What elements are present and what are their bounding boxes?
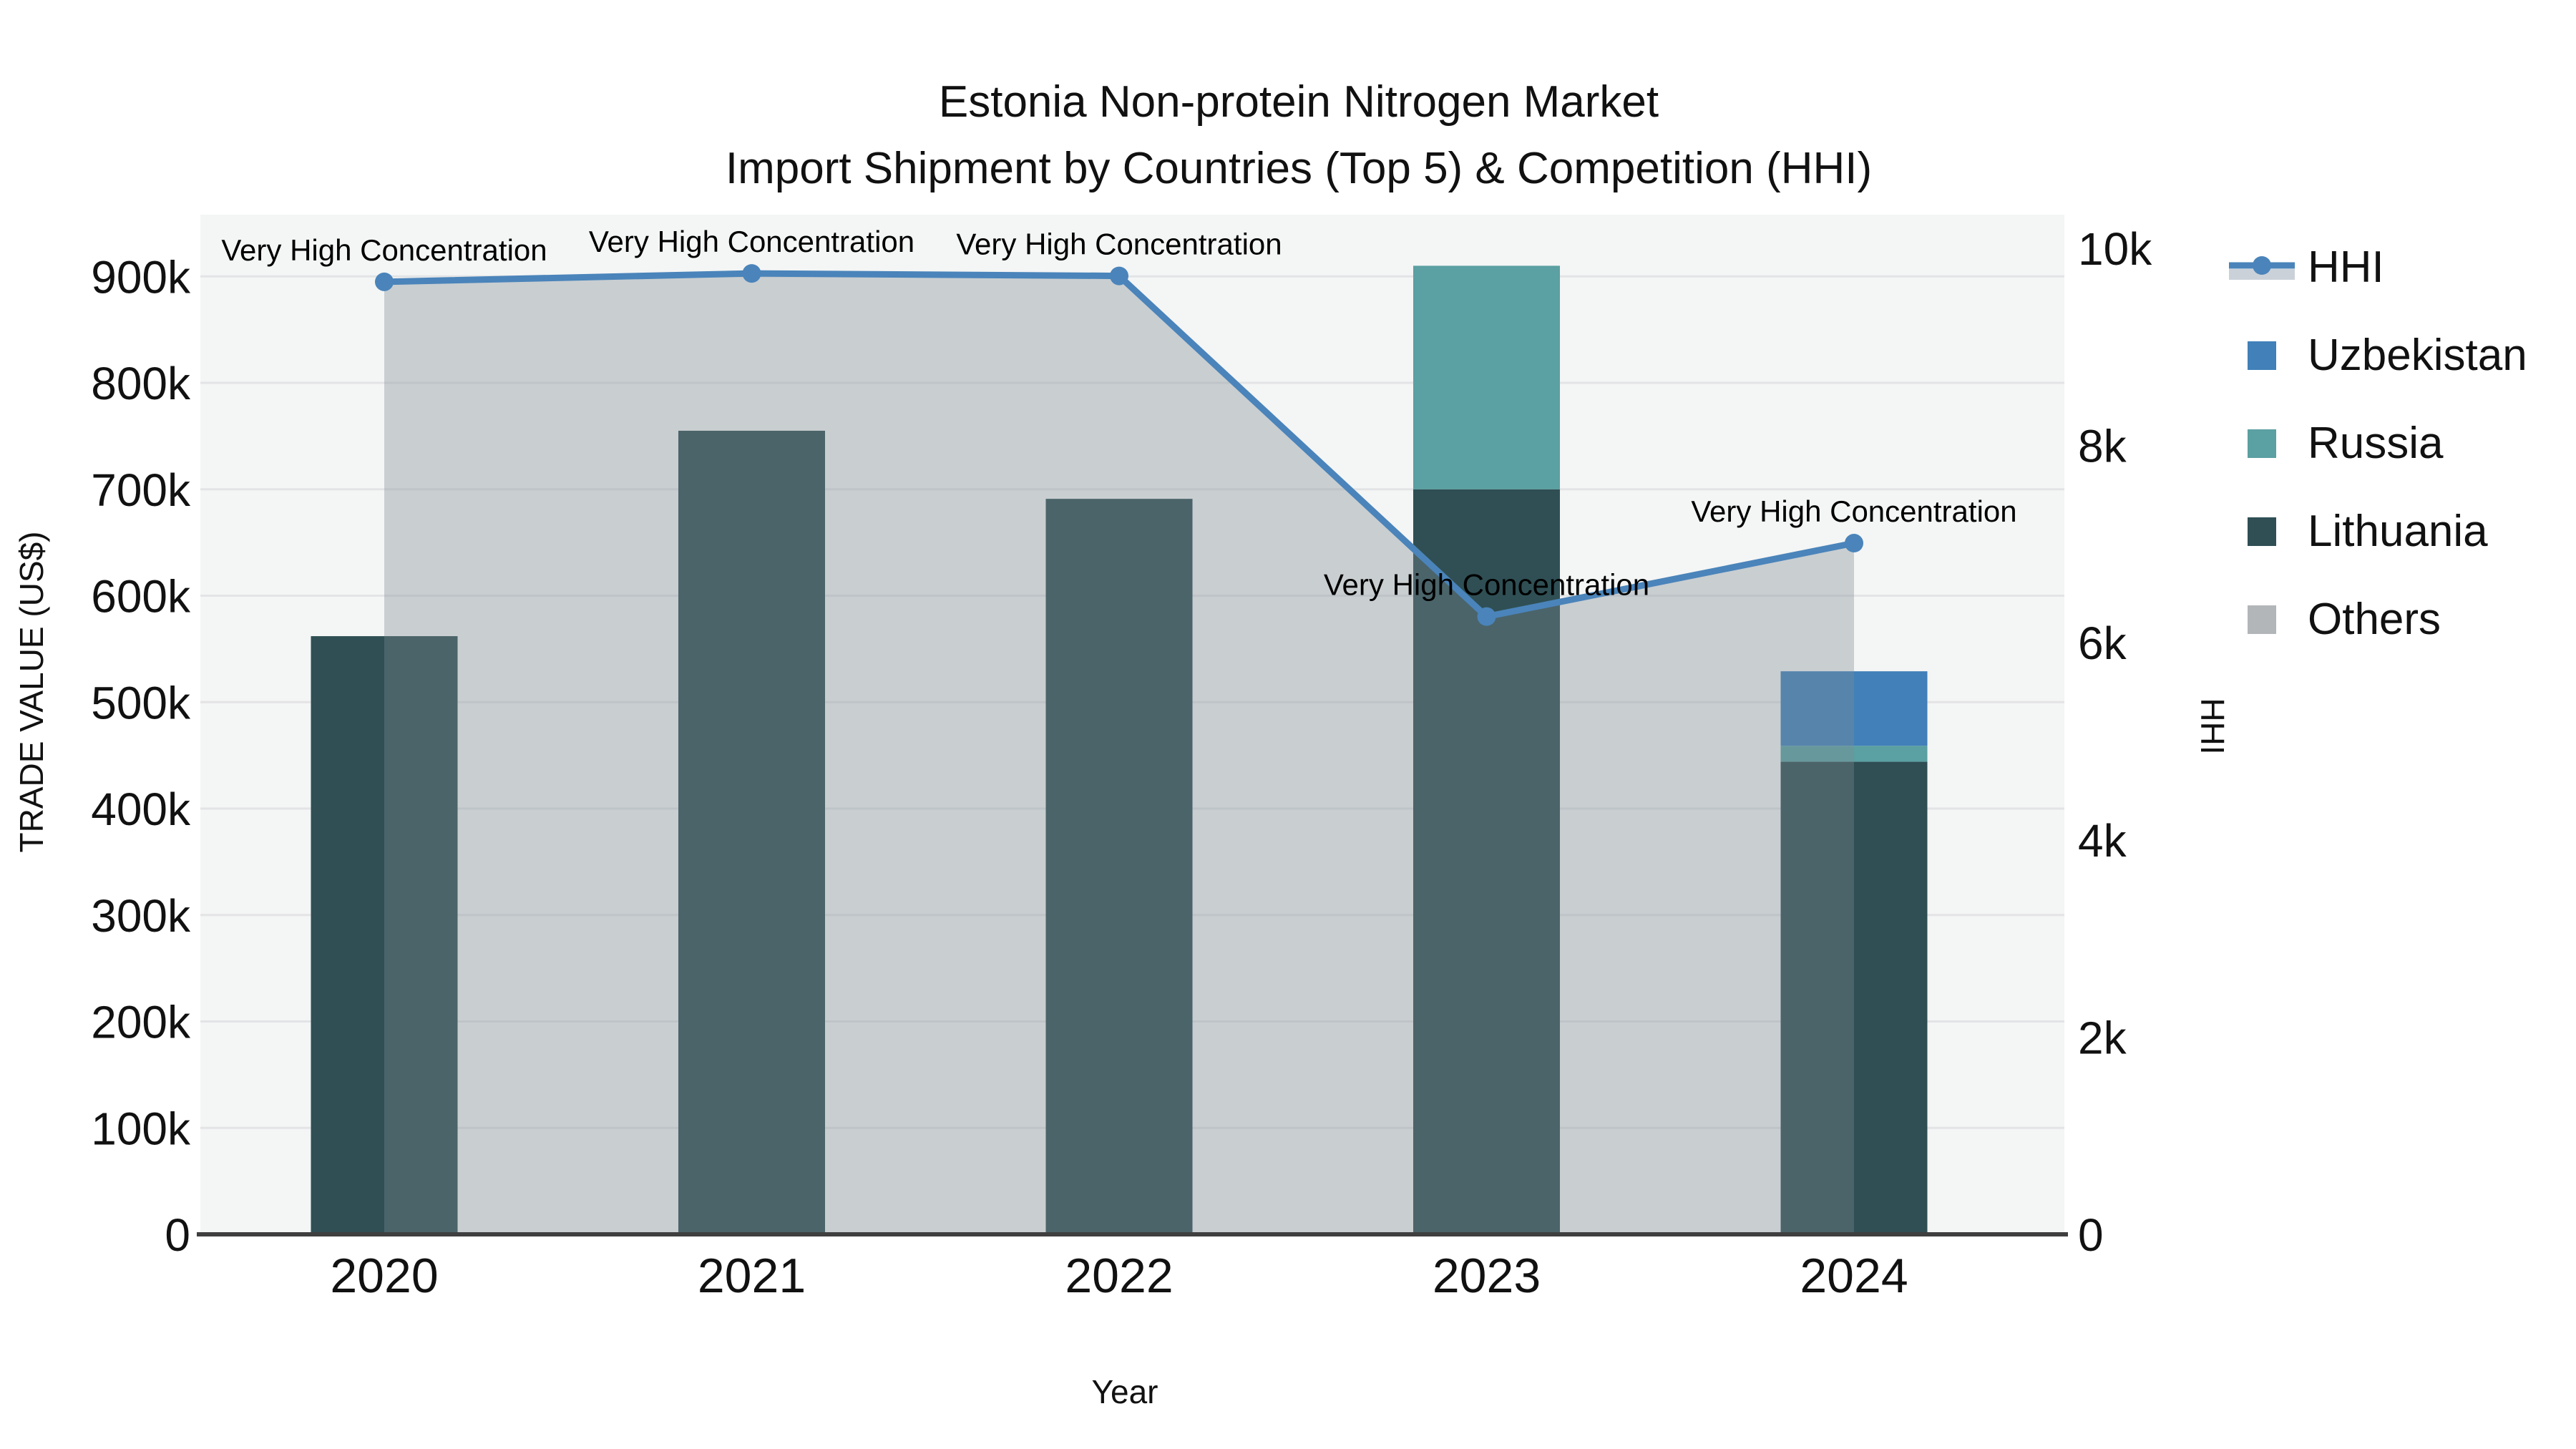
- chart-title-line2: Import Shipment by Countries (Top 5) & C…: [725, 144, 1873, 193]
- right-tick-label: 4k: [2078, 815, 2127, 867]
- x-tick-label: 2024: [1800, 1249, 1908, 1303]
- legend-item-lithuania[interactable]: Lithuania: [2229, 506, 2527, 557]
- left-tick-label: 700k: [91, 464, 191, 516]
- hhi-area-fill: [384, 273, 1854, 1234]
- x-axis-title: Year: [1091, 1373, 1158, 1410]
- right-tick-label: 8k: [2078, 421, 2127, 472]
- others-swatch-icon: [2229, 604, 2295, 635]
- legend-label: Russia: [2308, 419, 2444, 468]
- hhi-line-icon: [2229, 252, 2295, 283]
- x-axis-line: [197, 1232, 2068, 1236]
- legend-item-uzbekistan[interactable]: Uzbekistan: [2229, 330, 2527, 381]
- uzbekistan-swatch-icon: [2229, 340, 2295, 371]
- hhi-point-2021[interactable]: [742, 264, 761, 283]
- x-tick-label: 2021: [698, 1249, 806, 1303]
- bar-segment-lithuania-2024[interactable]: [1780, 761, 1928, 1234]
- hhi-point-2024[interactable]: [1845, 534, 1863, 553]
- lithuania-swatch-icon: [2229, 516, 2295, 547]
- annotation-2022: Very High Concentration: [956, 228, 1282, 261]
- x-tick-label: 2022: [1065, 1249, 1173, 1303]
- x-tick-label: 2020: [330, 1249, 438, 1303]
- left-tick-label: 800k: [91, 358, 191, 409]
- right-tick-label: 2k: [2078, 1012, 2127, 1063]
- left-tick-label: 300k: [91, 890, 191, 942]
- bar-segment-russia-2024[interactable]: [1780, 746, 1928, 762]
- bar-segment-lithuania-2021[interactable]: [678, 430, 825, 1234]
- hhi-point-2023[interactable]: [1477, 607, 1496, 626]
- hhi-point-2022[interactable]: [1110, 266, 1128, 286]
- legend-item-russia[interactable]: Russia: [2229, 418, 2527, 469]
- left-tick-label: 0: [165, 1209, 190, 1261]
- right-tick-label: 6k: [2078, 618, 2127, 669]
- bar-segment-lithuania-2020[interactable]: [311, 636, 458, 1234]
- left-tick-label: 400k: [91, 784, 191, 835]
- chart-title-line1: Estonia Non-protein Nitrogen Market: [938, 77, 1659, 127]
- legend-item-others[interactable]: Others: [2229, 594, 2527, 645]
- left-tick-label: 500k: [91, 677, 191, 728]
- legend-item-hhi[interactable]: HHI: [2229, 242, 2527, 293]
- y-axis-title-left: TRADE VALUE (US$): [13, 531, 50, 853]
- russia-swatch-icon: [2229, 428, 2295, 459]
- bar-segment-uzbekistan-2024[interactable]: [1780, 671, 1928, 746]
- right-tick-label: 10k: [2078, 223, 2152, 275]
- bar-segment-russia-2023[interactable]: [1413, 265, 1560, 489]
- annotation-2024: Very High Concentration: [1691, 494, 2016, 528]
- left-tick-label: 200k: [91, 997, 191, 1048]
- annotation-2023: Very High Concentration: [1324, 568, 1649, 602]
- y-axis-title-right: HHI: [2194, 698, 2231, 755]
- left-tick-label: 100k: [91, 1103, 191, 1154]
- annotation-2021: Very High Concentration: [589, 225, 914, 258]
- left-tick-label: 600k: [91, 571, 191, 623]
- legend-label: Lithuania: [2308, 507, 2488, 556]
- hhi-point-2020[interactable]: [375, 272, 394, 291]
- chart-title: Estonia Non-protein Nitrogen Market Impo…: [726, 69, 1872, 202]
- legend-label: Uzbekistan: [2308, 331, 2527, 380]
- legend: HHI Uzbekistan Russia Lithuania Others: [2229, 242, 2527, 645]
- bar-segment-lithuania-2022[interactable]: [1045, 499, 1193, 1234]
- legend-label: Others: [2308, 595, 2441, 644]
- x-tick-label: 2023: [1433, 1249, 1541, 1303]
- right-tick-label: 0: [2078, 1209, 2104, 1261]
- left-tick-label: 900k: [91, 251, 191, 303]
- annotation-2020: Very High Concentration: [221, 233, 547, 267]
- legend-label: HHI: [2308, 243, 2384, 292]
